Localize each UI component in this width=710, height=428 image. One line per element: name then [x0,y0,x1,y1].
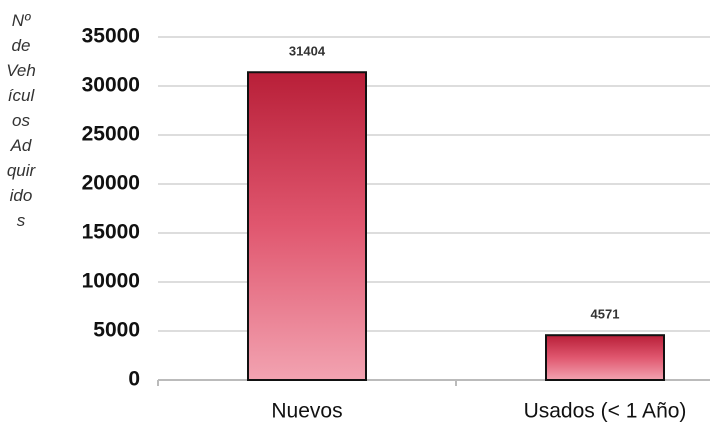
y-axis-label: Nº de Vehículos Adquiridos [6,11,36,230]
y-tick-label: 10000 [82,270,140,293]
x-tick-label: Nuevos [271,400,342,423]
y-tick-label: 0 [128,368,140,391]
bar [247,71,367,381]
x-tick-label: Usados (< 1 Año) [524,400,687,423]
y-tick-label: 30000 [82,74,140,97]
y-tick-label: 5000 [93,319,140,342]
y-tick-label: 15000 [82,221,140,244]
value-label: 31404 [289,44,326,59]
y-tick-label: 20000 [82,172,140,195]
y-tick-label: 35000 [82,25,140,48]
bar [545,334,665,381]
value-label: 4571 [591,307,620,322]
y-tick-label: 25000 [82,123,140,146]
